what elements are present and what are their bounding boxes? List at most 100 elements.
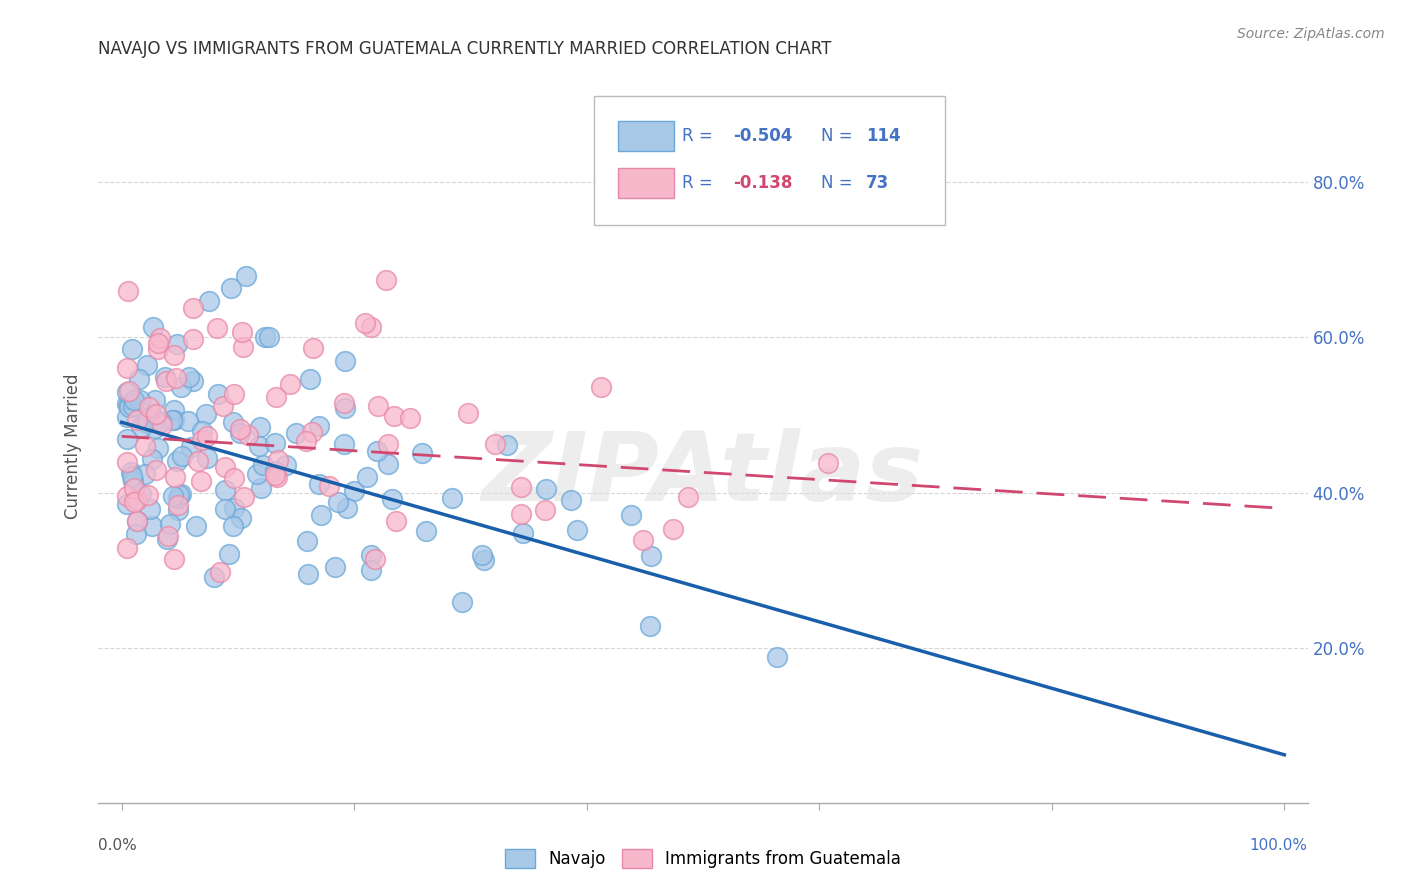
Point	[136, 488, 159, 502]
Point	[198, 293, 221, 308]
Point	[309, 508, 332, 522]
Point	[565, 524, 588, 538]
Point	[141, 452, 163, 467]
Point	[208, 566, 231, 580]
Point	[163, 413, 186, 427]
Point	[415, 524, 437, 538]
Point	[231, 325, 253, 339]
Point	[155, 375, 177, 389]
Point	[249, 420, 271, 434]
Point	[323, 559, 346, 574]
Point	[620, 508, 643, 522]
Text: N =: N =	[821, 128, 853, 145]
Text: Source: ZipAtlas.com: Source: ZipAtlas.com	[1237, 27, 1385, 41]
Point	[440, 491, 463, 505]
Point	[156, 532, 179, 546]
Point	[122, 474, 145, 488]
Point	[143, 421, 166, 435]
Point	[457, 407, 479, 421]
Point	[266, 469, 288, 483]
Point	[167, 498, 190, 512]
Point	[560, 493, 582, 508]
Point	[125, 514, 148, 528]
Point	[295, 533, 318, 548]
Point	[127, 514, 149, 528]
Point	[278, 377, 301, 392]
Point	[202, 570, 225, 584]
Point	[333, 401, 356, 416]
Text: 73: 73	[866, 174, 890, 192]
Point	[117, 497, 139, 511]
Point	[257, 330, 280, 344]
Point	[678, 490, 700, 504]
Point	[247, 439, 270, 453]
Point	[181, 332, 204, 346]
Point	[129, 420, 152, 434]
Point	[252, 458, 274, 472]
Text: R =: R =	[682, 174, 713, 192]
Point	[134, 439, 156, 453]
Point	[224, 501, 246, 516]
Point	[510, 480, 533, 494]
Point	[195, 429, 218, 443]
Point	[318, 479, 340, 493]
Point	[451, 595, 474, 609]
Point	[145, 463, 167, 477]
Point	[118, 384, 141, 399]
Point	[125, 412, 148, 426]
Point	[117, 385, 139, 400]
Point	[167, 491, 190, 505]
Point	[496, 438, 519, 452]
Point	[295, 434, 318, 448]
Point	[214, 459, 236, 474]
Point	[510, 508, 533, 522]
Point	[184, 519, 207, 533]
Point	[124, 527, 146, 541]
Point	[662, 522, 685, 536]
Point	[138, 401, 160, 415]
FancyBboxPatch shape	[595, 96, 945, 225]
Point	[297, 566, 319, 581]
Point	[122, 392, 145, 407]
Point	[136, 358, 159, 372]
Point	[128, 372, 150, 386]
Point	[336, 501, 359, 516]
Point	[638, 619, 661, 633]
Point	[139, 501, 162, 516]
Point	[117, 284, 139, 298]
Point	[534, 502, 557, 516]
Point	[765, 650, 787, 665]
Legend: Navajo, Immigrants from Guatemala: Navajo, Immigrants from Guatemala	[498, 842, 908, 875]
Point	[129, 392, 152, 407]
Point	[366, 444, 388, 458]
Point	[374, 273, 396, 287]
Point	[382, 409, 405, 424]
Point	[235, 268, 257, 283]
Point	[131, 487, 153, 501]
Point	[246, 467, 269, 481]
Point	[377, 457, 399, 471]
Point	[367, 399, 389, 413]
Point	[117, 397, 139, 411]
Point	[143, 412, 166, 426]
Point	[222, 471, 245, 485]
Point	[117, 489, 139, 503]
Point	[284, 425, 307, 440]
Point	[264, 436, 287, 450]
Point	[377, 436, 399, 450]
Point	[141, 518, 163, 533]
Text: R =: R =	[682, 128, 713, 145]
Point	[229, 425, 252, 440]
Point	[125, 493, 148, 508]
Point	[170, 380, 193, 394]
Point	[589, 380, 612, 394]
Point	[221, 415, 243, 429]
Point	[145, 407, 167, 421]
Point	[214, 502, 236, 516]
Point	[162, 489, 184, 503]
Point	[117, 432, 139, 446]
Point	[360, 563, 382, 577]
Point	[214, 483, 236, 497]
Point	[166, 337, 188, 351]
Point	[134, 467, 156, 482]
